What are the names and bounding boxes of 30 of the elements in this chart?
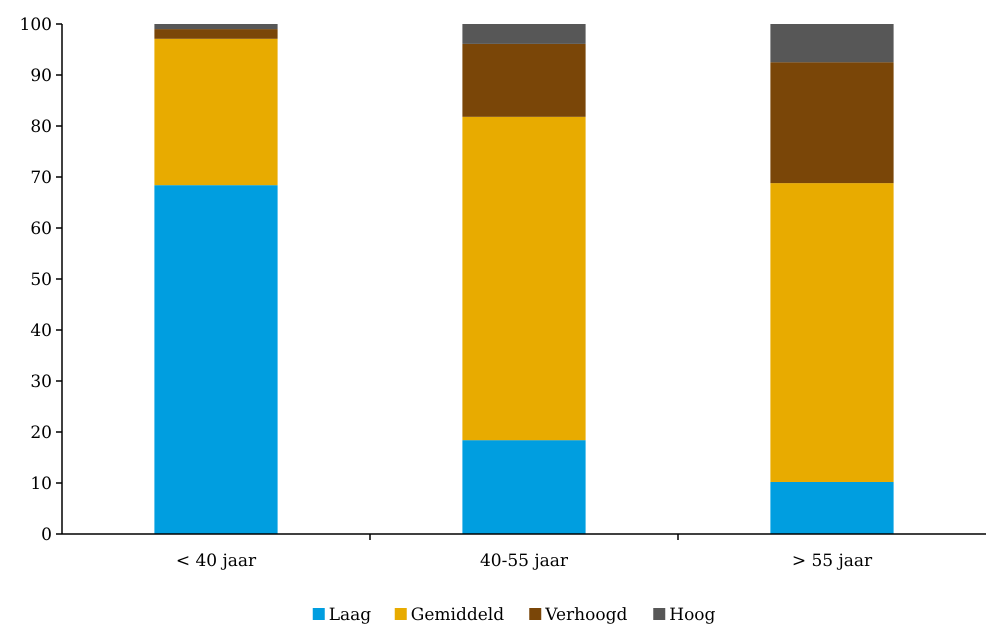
- y-tick-label: 70: [30, 168, 52, 188]
- bar: [770, 24, 894, 62]
- y-tick-label: 100: [20, 14, 52, 35]
- bar: [770, 62, 894, 184]
- bar: [154, 38, 278, 186]
- y-tick-label: 20: [30, 422, 52, 443]
- legend-label: Gemiddeld: [410, 605, 504, 625]
- y-tick-label: 10: [30, 474, 52, 494]
- y-tick-label: 80: [30, 116, 52, 137]
- x-tick-label: > 55 jaar: [792, 551, 874, 571]
- y-tick-label: 90: [30, 66, 52, 86]
- y-tick-label: 0: [41, 524, 52, 545]
- bar: [462, 116, 586, 440]
- bar: [462, 24, 586, 44]
- legend-label: Laag: [328, 605, 372, 625]
- y-tick-label: 30: [30, 372, 52, 392]
- bar: [770, 482, 894, 534]
- legend-label: Hoog: [669, 605, 716, 625]
- bar: [154, 29, 278, 39]
- y-tick-label: 60: [30, 218, 52, 239]
- x-tick-label: < 40 jaar: [176, 551, 258, 571]
- y-tick-label: 40: [30, 320, 52, 341]
- legend-label: Verhoogd: [544, 605, 628, 625]
- bar: [462, 44, 586, 117]
- bar: [154, 24, 278, 30]
- y-tick-label: 50: [30, 270, 52, 290]
- bar: [462, 440, 586, 534]
- x-tick-label: 40-55 jaar: [480, 551, 569, 571]
- bar: [154, 185, 278, 534]
- bar: [770, 183, 894, 482]
